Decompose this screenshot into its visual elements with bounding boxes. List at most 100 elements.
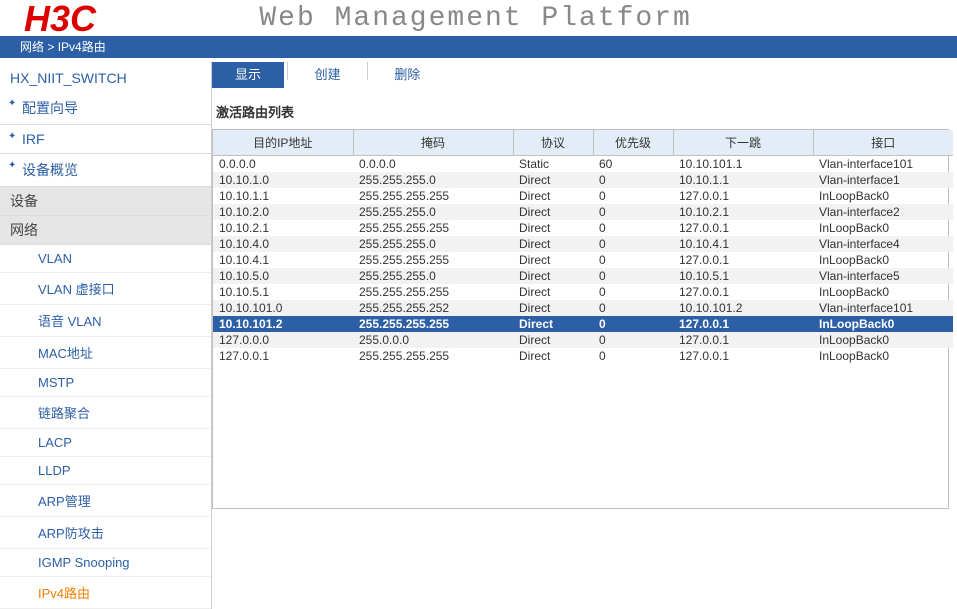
cell-iface: InLoopBack0	[813, 220, 953, 236]
col-nexthop[interactable]: 下一跳	[673, 130, 813, 156]
cell-iface: Vlan-interface101	[813, 300, 953, 316]
cell-proto: Direct	[513, 348, 593, 364]
cell-iface: Vlan-interface4	[813, 236, 953, 252]
cell-mask: 0.0.0.0	[353, 156, 513, 173]
cell-proto: Direct	[513, 204, 593, 220]
table-row[interactable]: 0.0.0.00.0.0.0Static6010.10.101.1Vlan-in…	[213, 156, 953, 173]
cell-mask: 255.255.255.0	[353, 268, 513, 284]
cell-mask: 255.255.255.255	[353, 284, 513, 300]
cell-iface: InLoopBack0	[813, 188, 953, 204]
cell-pref: 0	[593, 220, 673, 236]
cell-dest: 0.0.0.0	[213, 156, 353, 173]
cell-dest: 10.10.1.1	[213, 188, 353, 204]
tab-separator	[367, 62, 368, 80]
breadcrumb-level1[interactable]: 网络	[20, 40, 44, 54]
col-mask[interactable]: 掩码	[353, 130, 513, 156]
cell-nexthop: 127.0.0.1	[673, 284, 813, 300]
sidebar-item-arp管理[interactable]: ARP管理	[0, 485, 211, 517]
cell-dest: 10.10.5.0	[213, 268, 353, 284]
cell-pref: 0	[593, 204, 673, 220]
cell-proto: Static	[513, 156, 593, 173]
cell-mask: 255.255.255.0	[353, 204, 513, 220]
col-dest[interactable]: 目的IP地址	[213, 130, 353, 156]
sidebar-item-语音-vlan[interactable]: 语音 VLAN	[0, 305, 211, 337]
col-iface[interactable]: 接口	[813, 130, 953, 156]
sidebar-top-item[interactable]: 设备概览	[0, 154, 211, 186]
col-pref[interactable]: 优先级	[593, 130, 673, 156]
logo: H3C	[0, 1, 96, 36]
sidebar-cat-device[interactable]: 设备	[0, 187, 211, 216]
cell-pref: 0	[593, 252, 673, 268]
cell-dest: 10.10.101.0	[213, 300, 353, 316]
cell-iface: Vlan-interface101	[813, 156, 953, 173]
sidebar-item-mstp[interactable]: MSTP	[0, 369, 211, 397]
table-row[interactable]: 10.10.5.0255.255.255.0Direct010.10.5.1Vl…	[213, 268, 953, 284]
cell-nexthop: 10.10.5.1	[673, 268, 813, 284]
cell-proto: Direct	[513, 284, 593, 300]
cell-nexthop: 127.0.0.1	[673, 316, 813, 332]
table-row[interactable]: 10.10.4.1255.255.255.255Direct0127.0.0.1…	[213, 252, 953, 268]
sidebar-item-arp防攻击[interactable]: ARP防攻击	[0, 517, 211, 549]
cell-nexthop: 10.10.101.2	[673, 300, 813, 316]
cell-iface: Vlan-interface2	[813, 204, 953, 220]
device-name: HX_NIIT_SWITCH	[0, 62, 211, 92]
cell-nexthop: 10.10.101.1	[673, 156, 813, 173]
cell-mask: 255.255.255.0	[353, 236, 513, 252]
content: 显示 创建 删除 激活路由列表 目的IP地址 掩码 协议 优先级 下一跳 接口	[212, 62, 957, 509]
cell-dest: 10.10.5.1	[213, 284, 353, 300]
table-row[interactable]: 10.10.5.1255.255.255.255Direct0127.0.0.1…	[213, 284, 953, 300]
cell-proto: Direct	[513, 316, 593, 332]
table-row[interactable]: 10.10.4.0255.255.255.0Direct010.10.4.1Vl…	[213, 236, 953, 252]
sidebar-item-igmp-snooping[interactable]: IGMP Snooping	[0, 549, 211, 577]
table-row[interactable]: 10.10.2.1255.255.255.255Direct0127.0.0.1…	[213, 220, 953, 236]
sidebar: HX_NIIT_SWITCH 配置向导IRF设备概览 设备 网络 VLANVLA…	[0, 62, 212, 609]
col-proto[interactable]: 协议	[513, 130, 593, 156]
tab-display[interactable]: 显示	[212, 62, 284, 88]
cell-iface: Vlan-interface1	[813, 172, 953, 188]
cell-dest: 127.0.0.1	[213, 348, 353, 364]
tab-create[interactable]: 创建	[292, 62, 364, 88]
sidebar-cat-network[interactable]: 网络	[0, 216, 211, 245]
cell-mask: 255.0.0.0	[353, 332, 513, 348]
cell-dest: 10.10.4.1	[213, 252, 353, 268]
cell-proto: Direct	[513, 172, 593, 188]
cell-pref: 0	[593, 236, 673, 252]
cell-proto: Direct	[513, 236, 593, 252]
tab-separator	[287, 62, 288, 80]
sidebar-item-ipv4路由[interactable]: IPv4路由	[0, 577, 211, 609]
cell-nexthop: 127.0.0.1	[673, 188, 813, 204]
cell-pref: 0	[593, 284, 673, 300]
cell-mask: 255.255.255.255	[353, 220, 513, 236]
sidebar-item-链路聚合[interactable]: 链路聚合	[0, 397, 211, 429]
header: H3C Web Management Platform	[0, 0, 957, 36]
cell-dest: 10.10.4.0	[213, 236, 353, 252]
breadcrumb-level2: IPv4路由	[58, 40, 106, 54]
table-row[interactable]: 127.0.0.0255.0.0.0Direct0127.0.0.1InLoop…	[213, 332, 953, 348]
table-row[interactable]: 10.10.1.1255.255.255.255Direct0127.0.0.1…	[213, 188, 953, 204]
route-table-wrap: 目的IP地址 掩码 协议 优先级 下一跳 接口 0.0.0.00.0.0.0St…	[212, 129, 949, 509]
table-row[interactable]: 10.10.101.0255.255.255.252Direct010.10.1…	[213, 300, 953, 316]
sidebar-item-lldp[interactable]: LLDP	[0, 457, 211, 485]
cell-iface: InLoopBack0	[813, 252, 953, 268]
page-title: Web Management Platform	[259, 1, 691, 36]
section-title: 激活路由列表	[212, 92, 957, 129]
cell-pref: 0	[593, 300, 673, 316]
table-row[interactable]: 10.10.101.2255.255.255.255Direct0127.0.0…	[213, 316, 953, 332]
table-row[interactable]: 10.10.2.0255.255.255.0Direct010.10.2.1Vl…	[213, 204, 953, 220]
cell-iface: InLoopBack0	[813, 348, 953, 364]
breadcrumb: 网络 > IPv4路由	[0, 36, 957, 58]
cell-proto: Direct	[513, 252, 593, 268]
sidebar-item-vlan[interactable]: VLAN	[0, 245, 211, 273]
cell-iface: InLoopBack0	[813, 284, 953, 300]
table-row[interactable]: 127.0.0.1255.255.255.255Direct0127.0.0.1…	[213, 348, 953, 364]
tab-delete[interactable]: 删除	[371, 62, 443, 88]
sidebar-item-mac地址[interactable]: MAC地址	[0, 337, 211, 369]
cell-dest: 10.10.101.2	[213, 316, 353, 332]
sidebar-top-item[interactable]: IRF	[0, 125, 211, 153]
cell-mask: 255.255.255.252	[353, 300, 513, 316]
table-row[interactable]: 10.10.1.0255.255.255.0Direct010.10.1.1Vl…	[213, 172, 953, 188]
sidebar-item-lacp[interactable]: LACP	[0, 429, 211, 457]
sidebar-top-item[interactable]: 配置向导	[0, 92, 211, 124]
sidebar-item-vlan-虚接口[interactable]: VLAN 虚接口	[0, 273, 211, 305]
cell-iface: Vlan-interface5	[813, 268, 953, 284]
